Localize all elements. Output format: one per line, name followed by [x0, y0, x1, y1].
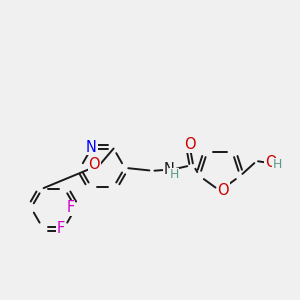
- Text: O: O: [265, 155, 276, 170]
- Text: F: F: [66, 200, 74, 215]
- Text: O: O: [218, 183, 229, 198]
- Text: N: N: [164, 162, 175, 177]
- Text: H: H: [273, 158, 282, 171]
- Text: N: N: [86, 140, 97, 154]
- Text: F: F: [57, 221, 65, 236]
- Text: O: O: [184, 137, 196, 152]
- Text: H: H: [170, 168, 179, 181]
- Text: O: O: [88, 158, 100, 172]
